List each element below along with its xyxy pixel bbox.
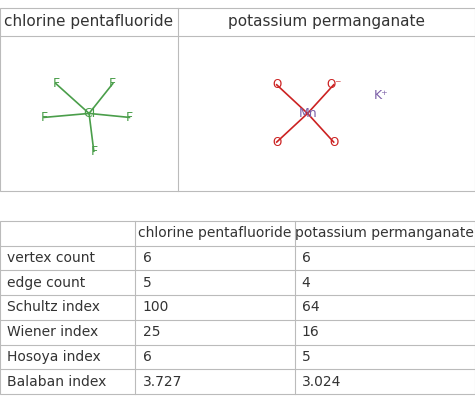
Text: Cl: Cl [83, 107, 95, 120]
Text: Wiener index: Wiener index [7, 325, 98, 339]
Text: 6: 6 [302, 251, 311, 265]
Text: vertex count: vertex count [7, 251, 95, 265]
Text: O⁻: O⁻ [326, 78, 342, 91]
Text: potassium permanganate: potassium permanganate [295, 226, 474, 240]
Text: 6: 6 [142, 251, 152, 265]
Text: chlorine pentafluoride: chlorine pentafluoride [4, 14, 174, 29]
Text: F: F [126, 111, 133, 124]
Text: 3.024: 3.024 [302, 375, 341, 389]
Text: 64: 64 [302, 300, 319, 314]
Text: chlorine pentafluoride: chlorine pentafluoride [138, 226, 292, 240]
Text: 100: 100 [142, 300, 169, 314]
Text: F: F [52, 77, 59, 90]
Text: 5: 5 [142, 276, 151, 290]
Text: potassium permanganate: potassium permanganate [228, 14, 425, 29]
Text: O: O [329, 136, 338, 148]
Text: 25: 25 [142, 325, 160, 339]
Text: F: F [109, 77, 116, 90]
Text: edge count: edge count [7, 276, 85, 290]
Text: 4: 4 [302, 276, 310, 290]
Text: K⁺: K⁺ [374, 89, 389, 102]
Text: 16: 16 [302, 325, 319, 339]
Text: F: F [40, 111, 48, 124]
Text: Mn: Mn [298, 107, 317, 120]
Text: 5: 5 [302, 350, 310, 364]
Text: O: O [272, 136, 281, 148]
Text: 6: 6 [142, 350, 152, 364]
Text: F: F [90, 145, 97, 158]
Text: 3.727: 3.727 [142, 375, 182, 389]
Text: Hosoya index: Hosoya index [7, 350, 101, 364]
Text: O: O [272, 78, 281, 91]
Text: Balaban index: Balaban index [7, 375, 106, 389]
Text: Schultz index: Schultz index [7, 300, 100, 314]
